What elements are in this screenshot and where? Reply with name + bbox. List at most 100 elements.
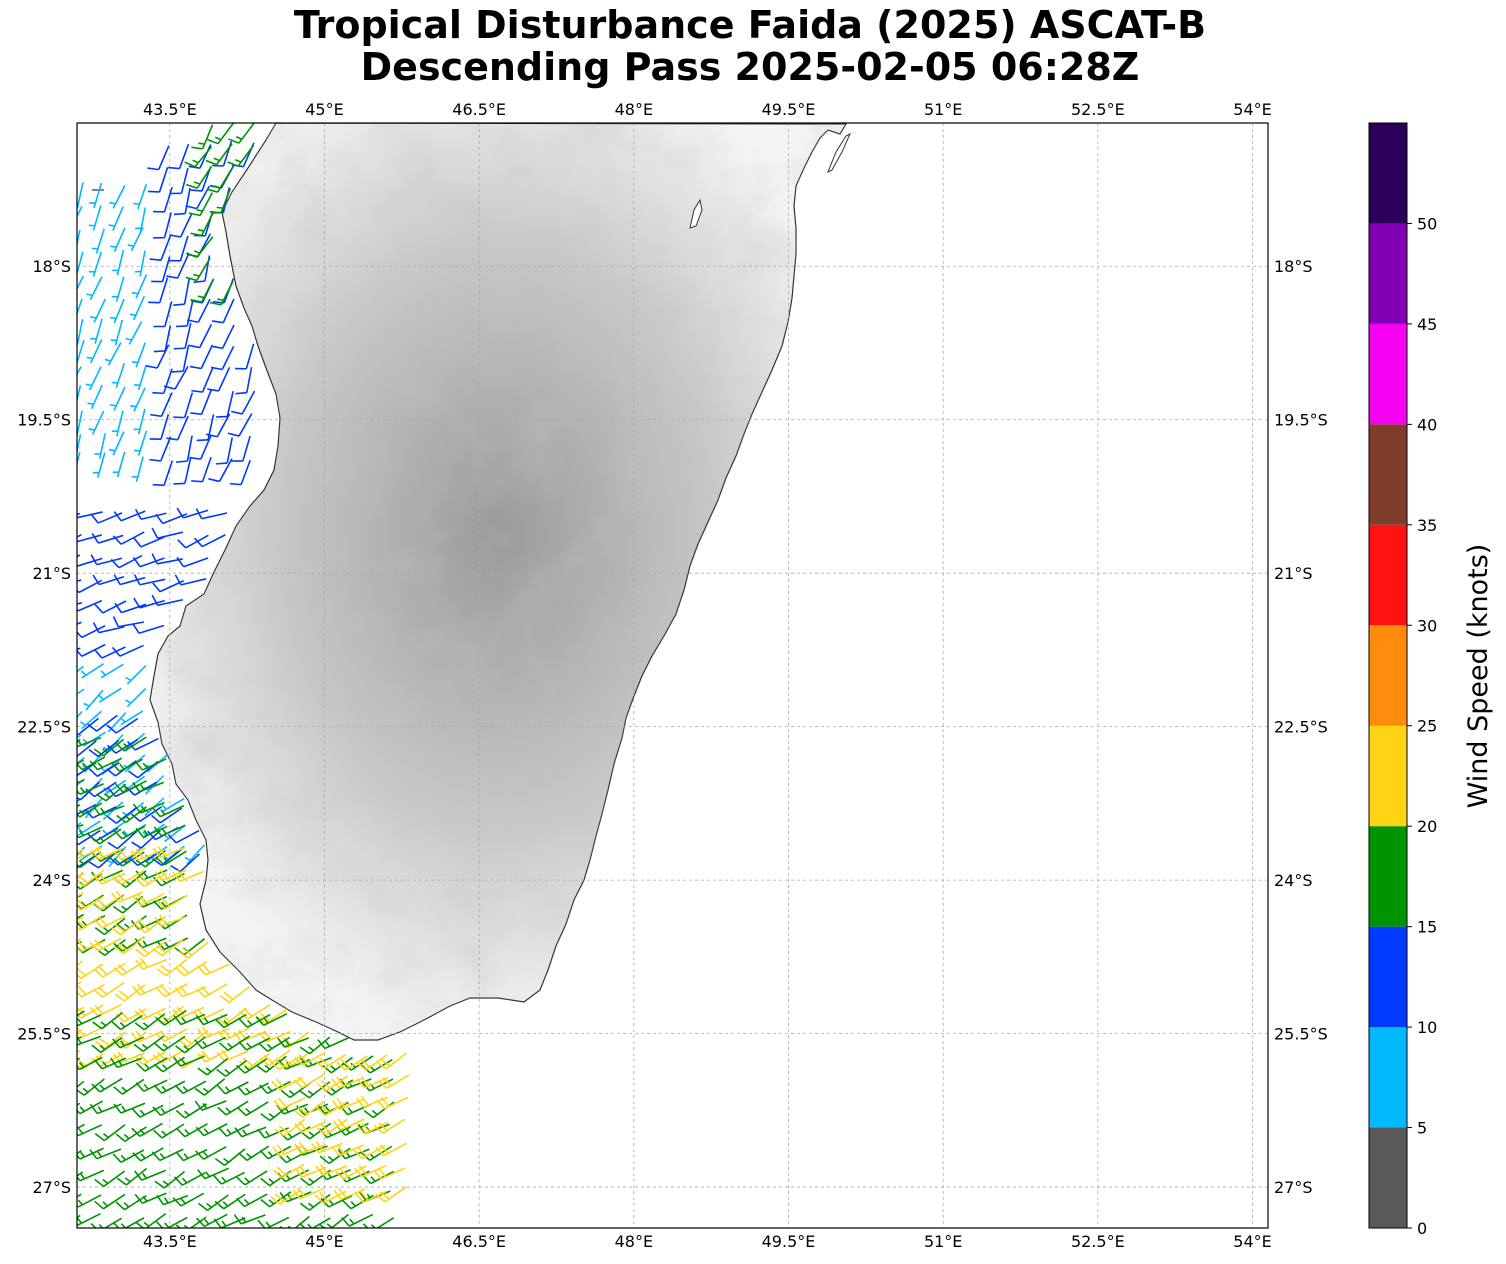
wind-barb bbox=[134, 1051, 167, 1066]
wind-barb bbox=[259, 1080, 291, 1095]
wind-barb bbox=[135, 872, 167, 888]
wind-barbs bbox=[77, 123, 410, 1228]
colorbar-tick-label: 15 bbox=[1417, 918, 1437, 937]
colorbar-bin bbox=[1369, 926, 1407, 1028]
lat-tick-label-left: 21°S bbox=[32, 564, 71, 583]
wind-barb bbox=[196, 983, 228, 998]
wind-barb bbox=[87, 384, 103, 410]
wind-barb bbox=[376, 1052, 408, 1070]
wind-barb bbox=[113, 510, 146, 522]
wind-barb bbox=[206, 413, 231, 438]
lon-tick-label-top: 54°E bbox=[1233, 100, 1271, 119]
wind-barb bbox=[93, 738, 125, 757]
lon-tick-label-bottom: 51°E bbox=[924, 1232, 962, 1251]
colorbar-tick-label: 40 bbox=[1417, 415, 1437, 434]
wind-barb bbox=[173, 1013, 206, 1026]
wind-barb bbox=[77, 1124, 103, 1137]
wind-barb bbox=[213, 1217, 246, 1228]
wind-barb bbox=[341, 1213, 374, 1227]
wind-barb bbox=[176, 507, 209, 519]
wind-barb bbox=[173, 392, 194, 419]
wind-barb bbox=[258, 1036, 291, 1052]
wind-barb bbox=[113, 960, 145, 976]
wind-barb bbox=[218, 1123, 251, 1137]
wind-barb bbox=[125, 321, 143, 345]
wind-barb bbox=[77, 710, 83, 719]
wind-barb bbox=[113, 1078, 145, 1095]
wind-barb bbox=[112, 1217, 145, 1228]
wind-barb bbox=[322, 1056, 353, 1074]
wind-barb bbox=[77, 1080, 85, 1088]
wind-barb bbox=[132, 892, 165, 906]
wind-barb bbox=[238, 1037, 270, 1051]
wind-barb bbox=[152, 368, 173, 395]
wind-barb bbox=[294, 1142, 326, 1155]
wind-barb bbox=[113, 825, 146, 840]
wind-barb bbox=[106, 806, 138, 824]
wind-barb bbox=[77, 940, 105, 953]
wind-barb bbox=[77, 937, 82, 943]
colorbar-bin bbox=[1369, 524, 1407, 626]
colorbar-tick-label: 25 bbox=[1417, 717, 1437, 736]
wind-barb bbox=[231, 435, 251, 462]
wind-barb bbox=[110, 1057, 142, 1069]
wind-barb bbox=[172, 869, 205, 882]
wind-barb bbox=[136, 1057, 168, 1072]
wind-barb bbox=[80, 663, 105, 679]
lon-tick-label-bottom: 52.5°E bbox=[1071, 1232, 1125, 1251]
wind-barb bbox=[131, 342, 146, 368]
colorbar-bin bbox=[1369, 826, 1407, 927]
wind-barb bbox=[94, 1170, 126, 1188]
wind-barb bbox=[229, 459, 251, 486]
wind-barb bbox=[153, 824, 186, 837]
wind-barb bbox=[90, 318, 103, 344]
wind-barb bbox=[86, 276, 103, 301]
wind-barb bbox=[90, 298, 107, 323]
colorbar-bin bbox=[1369, 625, 1407, 726]
wind-barb bbox=[77, 434, 82, 456]
wind-barb bbox=[77, 366, 82, 376]
wind-barb bbox=[77, 1010, 85, 1017]
wind-barb bbox=[153, 1123, 185, 1139]
wind-barb bbox=[256, 1055, 287, 1073]
wind-barb bbox=[77, 872, 85, 878]
wind-barb bbox=[91, 1036, 123, 1054]
wind-barb bbox=[77, 738, 81, 743]
wind-barb bbox=[130, 848, 163, 861]
wind-barb bbox=[189, 434, 212, 460]
wind-barb bbox=[333, 1187, 366, 1201]
wind-barb bbox=[125, 687, 147, 708]
wind-barb bbox=[173, 457, 192, 485]
wind-barb bbox=[271, 1077, 303, 1091]
wind-barb bbox=[77, 643, 106, 657]
wind-barb bbox=[317, 1036, 350, 1050]
wind-barb bbox=[186, 166, 213, 189]
wind-barb bbox=[363, 1101, 395, 1119]
colorbar-bin bbox=[1369, 123, 1407, 224]
wind-barb bbox=[362, 1170, 395, 1185]
wind-barb bbox=[77, 1056, 103, 1071]
wind-barb bbox=[88, 410, 105, 435]
wind-barb bbox=[299, 1193, 331, 1211]
wind-barb bbox=[151, 594, 184, 607]
wind-barb bbox=[93, 872, 126, 885]
wind-barb bbox=[77, 182, 84, 208]
wind-barb bbox=[110, 227, 126, 253]
wind-barb bbox=[125, 665, 147, 685]
colorbar-tick-label: 35 bbox=[1417, 516, 1437, 535]
colorbar-tick-label: 10 bbox=[1417, 1018, 1437, 1037]
wind-barb bbox=[230, 390, 256, 415]
wind-barb bbox=[173, 278, 190, 306]
wind-barb bbox=[151, 256, 171, 283]
wind-barb bbox=[94, 600, 127, 614]
wind-barb bbox=[108, 431, 125, 456]
wind-barb bbox=[197, 1194, 229, 1212]
gridlines bbox=[77, 123, 1268, 1228]
wind-barb bbox=[332, 1118, 365, 1131]
lat-tick-label-left: 22.5°S bbox=[17, 718, 71, 737]
lon-tick-label-bottom: 48°E bbox=[615, 1232, 653, 1251]
wind-barb bbox=[94, 915, 126, 929]
wind-barb bbox=[185, 257, 211, 282]
wind-barb bbox=[176, 1123, 208, 1138]
wind-barb bbox=[156, 894, 188, 910]
